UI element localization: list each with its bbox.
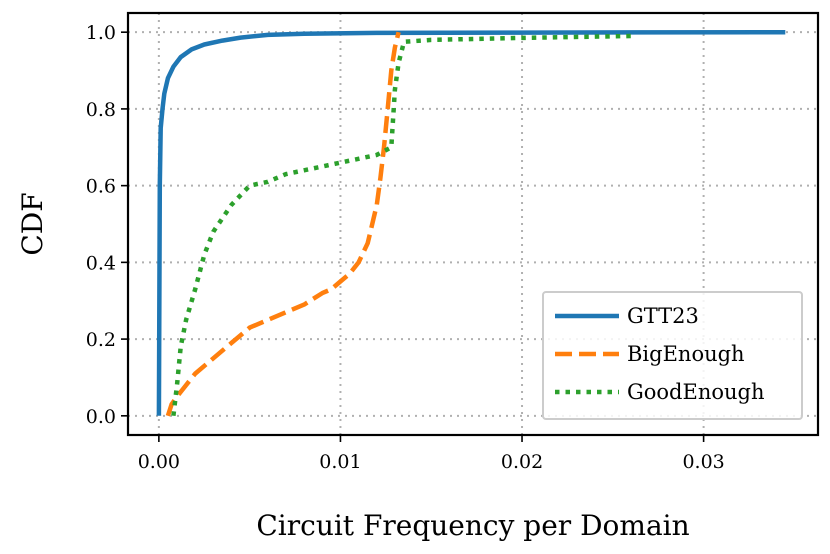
x-tick-label: 0.02	[501, 451, 543, 473]
series-lines	[156, 29, 786, 417]
x-tick-label: 0.00	[138, 451, 180, 473]
y-tick-label: 1.0	[86, 22, 116, 44]
plot-frame	[126, 11, 820, 437]
series-line-gtt23	[156, 29, 786, 416]
y-axis-label: CDF	[16, 192, 49, 255]
legend: GTT23 BigEnough GoodEnough	[542, 291, 803, 420]
y-axis-ticks: 0.0 0.2 0.4 0.6 0.8 1.0	[86, 22, 128, 428]
x-tick-label: 0.01	[319, 451, 361, 473]
grid-lines	[128, 13, 818, 435]
y-tick-label: 0.6	[86, 176, 116, 198]
x-axis-ticks: 0.00 0.01 0.02 0.03	[138, 435, 725, 473]
legend-label-gtt23: GTT23	[627, 304, 699, 328]
x-tick-label: 0.03	[682, 451, 724, 473]
series-line-goodenough	[171, 33, 632, 417]
series-line-bigenough	[165, 31, 401, 417]
y-tick-label: 0.8	[86, 99, 116, 121]
x-axis-label: Circuit Frequency per Domain	[256, 509, 689, 542]
y-tick-label: 0.4	[86, 252, 116, 274]
y-tick-label: 0.0	[86, 406, 116, 428]
legend-label-bigenough: BigEnough	[627, 342, 745, 366]
legend-box	[542, 291, 803, 420]
y-tick-label: 0.2	[86, 329, 116, 351]
legend-label-goodenough: GoodEnough	[627, 380, 765, 404]
